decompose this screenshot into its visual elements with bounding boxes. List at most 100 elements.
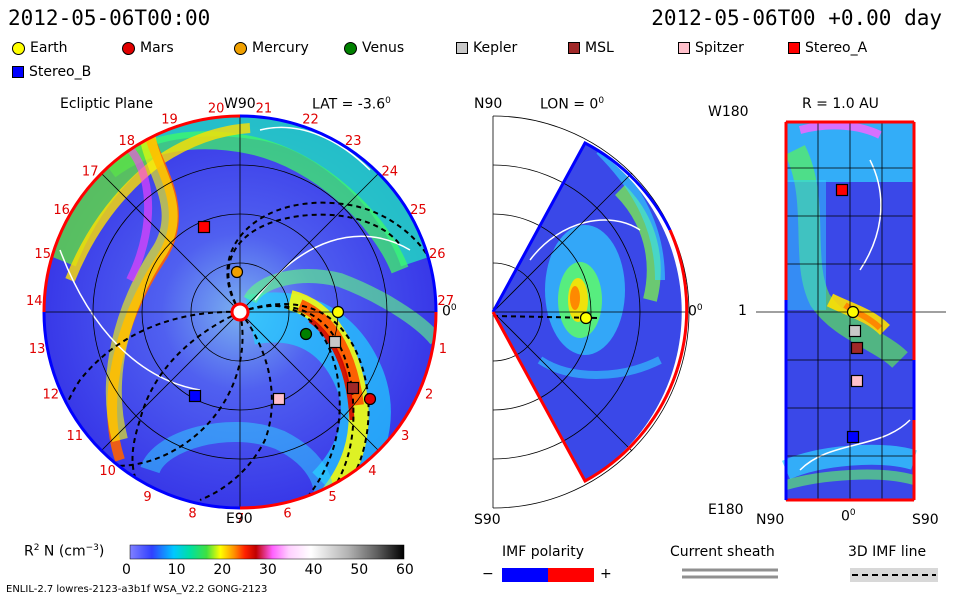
legend-marker-mars [122,41,135,55]
legend-label: Spitzer [695,40,744,56]
legend-item-stereo-b: Stereo_B [12,63,91,81]
colorbar-tick-50: 50 [350,562,369,578]
meridional-panel [491,115,690,509]
radial-x-mid-value: 0 [841,508,850,525]
imf-line-swatch [850,568,938,582]
carrington-label-8: 8 [188,506,196,521]
meridional-right-degree: 0 [696,303,703,313]
ecliptic-marker-kepler [328,335,342,349]
cbar-label-end: ) [98,543,105,560]
imf-polarity-label: IMF polarity [502,544,585,560]
radial-marker-spitzer [850,374,864,388]
legend-item-msl: MSL [568,39,614,57]
meridional-bottom-left: S90 [474,512,501,528]
colorbar-tick-0: 0 [122,562,131,578]
carrington-label-12: 12 [43,388,60,403]
radial-marker-earth [846,305,860,319]
radial-marker-kepler [848,324,862,338]
carrington-label-9: 9 [143,490,151,505]
colorbar-tick-20: 20 [213,562,232,578]
legend-marker-mercury [234,41,247,55]
legend-label: Mars [140,40,174,56]
carrington-label-10: 10 [99,464,116,479]
legend-label: Venus [362,40,405,56]
ecliptic-right-label: 00 [442,303,457,320]
carrington-label-17: 17 [82,165,99,180]
carrington-label-15: 15 [34,247,51,262]
meridional-lon-label: LON = 00 [540,96,604,113]
radial-r-label: R = 1.0 AU [802,96,879,112]
lat-degree: 0 [385,96,391,106]
meridional-right-label: 00 [688,303,703,320]
colorbar-tick-60: 60 [396,562,414,578]
legend-marker-stereo-b [12,66,24,78]
radial-top-left: W180 [708,104,749,120]
model-info: ENLIL-2.7 lowres-2123-a3b1f WSA_V2.2 GON… [6,584,268,595]
legend-label: Stereo_B [29,64,92,80]
carrington-label-4: 4 [368,464,376,479]
legend-item-mars: Mars [122,39,174,57]
legend-item-venus: Venus [344,39,404,57]
cbar-label-r: R [24,543,34,560]
meridional-top-left: N90 [474,96,503,112]
radial-x-right: S90 [912,512,939,528]
colorbar [129,544,405,560]
cbar-label-sup2: −3 [85,543,99,553]
legend-marker-stereo-a [788,42,800,54]
ecliptic-marker-msl [346,381,360,395]
ecliptic-right-value: 0 [442,303,451,320]
current-sheath-label: Current sheath [670,544,775,560]
radial-mid-left: 1 [738,303,747,319]
date-right: 2012-05-06T00 +0.00 day [651,6,942,30]
carrington-label-14: 14 [26,294,43,309]
ecliptic-marker-mercury [230,265,244,279]
current-sheath-swatch [682,568,778,579]
ecliptic-marker-stereo-b [188,389,202,403]
radial-marker-stereo-b [846,430,860,444]
carrington-label-11: 11 [67,429,84,444]
carrington-label-5: 5 [328,490,336,505]
legend-label: Mercury [252,40,309,56]
ecliptic-marker-spitzer [272,392,286,406]
legend-label: Stereo_A [805,40,868,56]
ecliptic-marker-earth [331,305,345,319]
legend-item-kepler: Kepler [456,39,517,57]
legend-item-spitzer: Spitzer [678,39,744,57]
colorbar-label: R2 N (cm−3) [24,543,104,560]
carrington-label-25: 25 [410,203,427,218]
carrington-label-1: 1 [439,342,447,357]
legend-item-earth: Earth [12,39,68,57]
meridional-right-value: 0 [688,303,697,320]
ecliptic-right-degree: 0 [450,303,457,313]
cbar-label-sup: 2 [33,543,40,553]
legend-marker-spitzer [678,42,690,54]
lon-text: LON = 0 [540,96,599,113]
ecliptic-top-label: W90 [224,96,256,112]
carrington-label-3: 3 [401,429,409,444]
meridional-density-field [493,146,665,379]
radial-bottom-left: E180 [708,502,744,518]
carrington-label-20: 20 [208,101,225,116]
date-left: 2012-05-06T00:00 [8,6,211,30]
carrington-label-27: 27 [437,294,454,309]
radial-panel [756,120,946,502]
ecliptic-lat-label: LAT = -3.60 [312,96,391,113]
ecliptic-bottom-label: E90 [226,511,253,527]
lat-text: LAT = -3.6 [312,96,386,113]
carrington-label-2: 2 [425,388,433,403]
carrington-label-7: 7 [236,512,244,527]
carrington-label-13: 13 [29,342,46,357]
carrington-label-18: 18 [119,134,136,149]
legend-marker-venus [344,41,357,55]
legend-label: Kepler [473,40,518,56]
colorbar-tick-10: 10 [167,562,186,578]
legend-item-mercury: Mercury [234,39,309,57]
imf-plus: + [600,566,612,582]
colorbar-tick-40: 40 [304,562,323,578]
legend-marker-kepler [456,42,468,54]
radial-marker-msl [850,341,864,355]
legend-marker-earth [12,41,25,55]
